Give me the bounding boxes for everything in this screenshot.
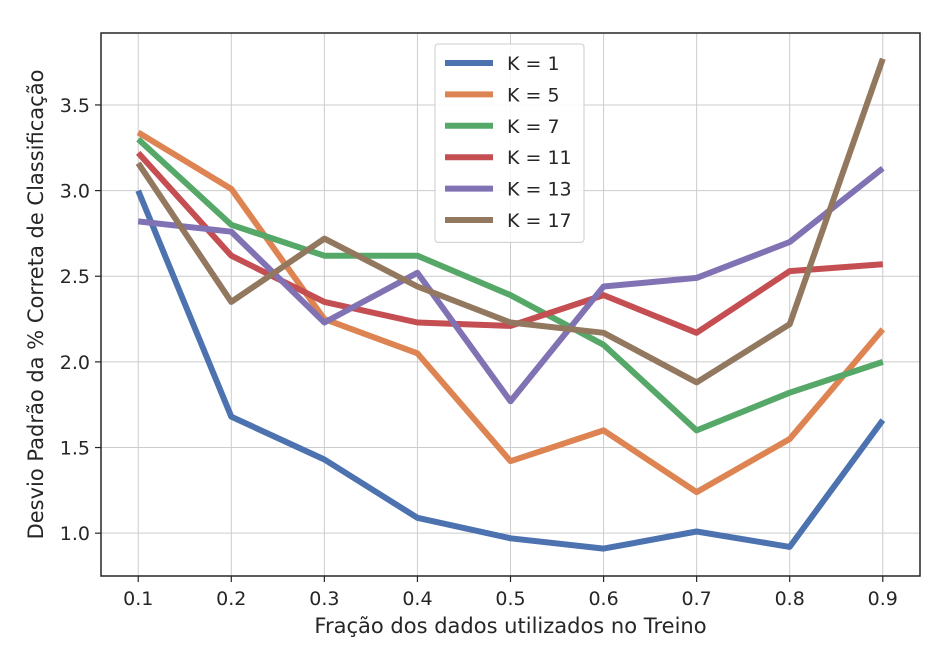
y-tick-label: 1.0 (60, 523, 90, 545)
y-axis-label: Desvio Padrão da % Correta de Classifica… (24, 70, 48, 540)
y-ticks: 1.0 1.5 2.0 2.5 3.0 3.5 (60, 95, 101, 545)
x-tick-label: 0.2 (216, 588, 246, 610)
legend-label: K = 17 (507, 210, 572, 232)
legend-label: K = 5 (507, 84, 560, 106)
series-line-6 (135, 57, 886, 386)
x-tick-label: 0.4 (402, 588, 432, 610)
x-tick-label: 0.8 (775, 588, 805, 610)
y-tick-label: 2.5 (60, 266, 90, 288)
x-tick-label: 0.3 (309, 588, 339, 610)
y-tick-label: 1.5 (60, 438, 90, 460)
y-tick-label: 2.0 (60, 352, 90, 374)
legend-label: K = 13 (507, 179, 572, 201)
y-tick-label: 3.5 (60, 95, 90, 117)
series-line-5 (137, 165, 885, 405)
x-tick-label: 0.6 (588, 588, 618, 610)
x-tick-label: 0.1 (123, 588, 153, 610)
legend-label: K = 11 (507, 147, 572, 169)
series-line-1 (135, 189, 886, 552)
x-axis-label: Fração dos dados utilizados no Treino (314, 614, 706, 638)
x-tick-label: 0.5 (495, 588, 525, 610)
x-ticks: 0.1 0.2 0.3 0.4 0.5 0.6 0.7 0.8 0.9 (123, 576, 898, 610)
legend-label: K = 7 (507, 116, 560, 138)
series-line-4 (135, 150, 884, 336)
x-tick-label: 0.7 (682, 588, 712, 610)
y-tick-label: 3.0 (60, 181, 90, 203)
legend: K = 1 K = 5 K = 7 K = 11 K = 13 K = 17 (434, 43, 585, 243)
x-tick-label: 0.9 (868, 588, 898, 610)
legend-label: K = 1 (507, 53, 560, 75)
series-line-3 (136, 136, 884, 434)
series-lines (135, 57, 886, 552)
